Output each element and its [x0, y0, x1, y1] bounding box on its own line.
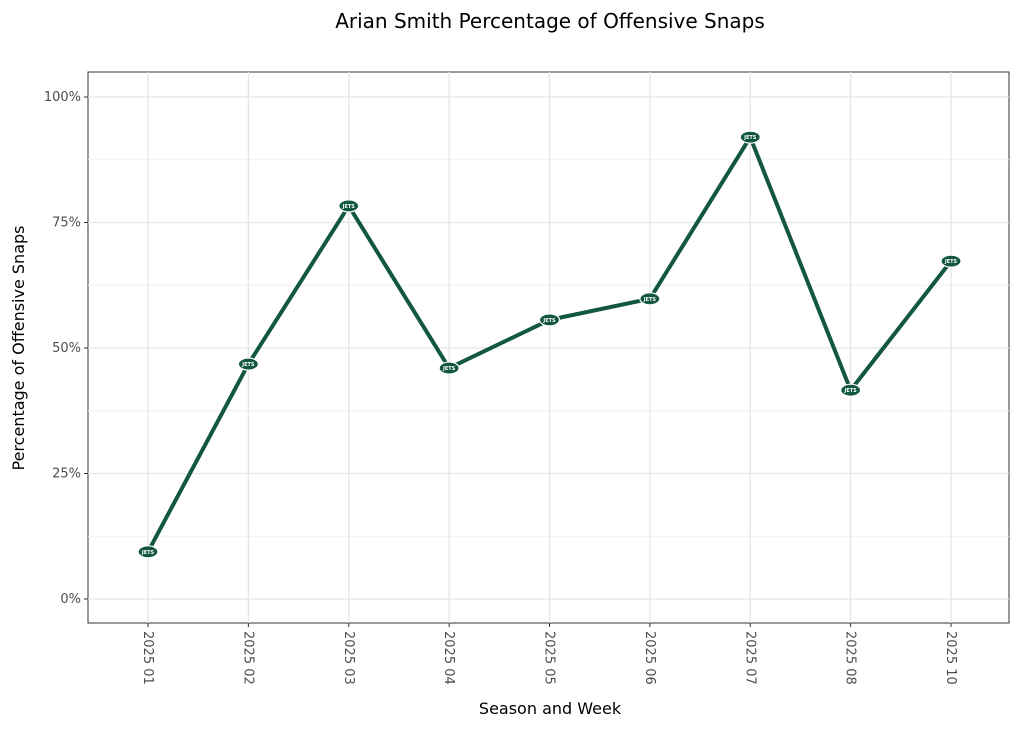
jets-logo-marker — [538, 313, 561, 327]
data-point: JETS — [639, 292, 661, 306]
y-tick-label: 0% — [60, 592, 81, 607]
y-tick-label: 25% — [52, 467, 81, 482]
data-point: JETS — [840, 383, 862, 397]
x-tick-label: 2025 03 — [341, 631, 356, 685]
x-tick-label: 2025 02 — [240, 631, 255, 685]
jets-logo-text: JETS — [241, 362, 255, 368]
x-tick-label: 2025 10 — [943, 631, 958, 685]
data-point: JETS — [338, 199, 360, 213]
x-tick-label: 2025 08 — [843, 631, 858, 685]
data-point: JETS — [940, 254, 962, 268]
jets-logo-text: JETS — [542, 318, 556, 324]
chart-title: Arian Smith Percentage of Offensive Snap… — [335, 9, 765, 33]
jets-logo-marker — [840, 383, 862, 397]
jets-logo-text: JETS — [843, 388, 857, 394]
jets-logo-marker — [639, 292, 661, 306]
data-point: JETS — [237, 357, 259, 371]
jets-logo-marker — [438, 361, 460, 375]
jets-logo-marker — [739, 130, 761, 144]
jets-logo-text: JETS — [643, 297, 657, 303]
data-point: JETS — [137, 545, 159, 559]
x-tick-label: 2025 04 — [441, 631, 456, 685]
jets-logo-marker — [338, 199, 360, 213]
x-tick-label: 2025 06 — [642, 631, 657, 685]
jets-logo-marker — [137, 545, 159, 559]
y-axis-label: Percentage of Offensive Snaps — [9, 226, 28, 471]
jets-logo-text: JETS — [442, 366, 456, 372]
x-tick-label: 2025 05 — [542, 631, 557, 685]
x-tick-label: 2025 07 — [742, 631, 757, 685]
data-point: JETS — [438, 361, 460, 375]
data-point: JETS — [739, 130, 761, 144]
jets-logo-text: JETS — [944, 259, 958, 265]
jets-logo-text: JETS — [141, 550, 155, 556]
jets-logo-marker — [940, 254, 962, 268]
y-tick-label: 100% — [44, 90, 81, 105]
x-axis-label: Season and Week — [479, 699, 622, 718]
jets-logo-text: JETS — [743, 135, 757, 141]
jets-logo-text: JETS — [342, 204, 356, 210]
x-tick-label: 2025 01 — [140, 631, 155, 685]
data-point: JETS — [538, 313, 561, 327]
y-tick-label: 50% — [52, 341, 81, 356]
y-tick-label: 75% — [52, 216, 81, 231]
jets-logo-marker — [237, 357, 259, 371]
